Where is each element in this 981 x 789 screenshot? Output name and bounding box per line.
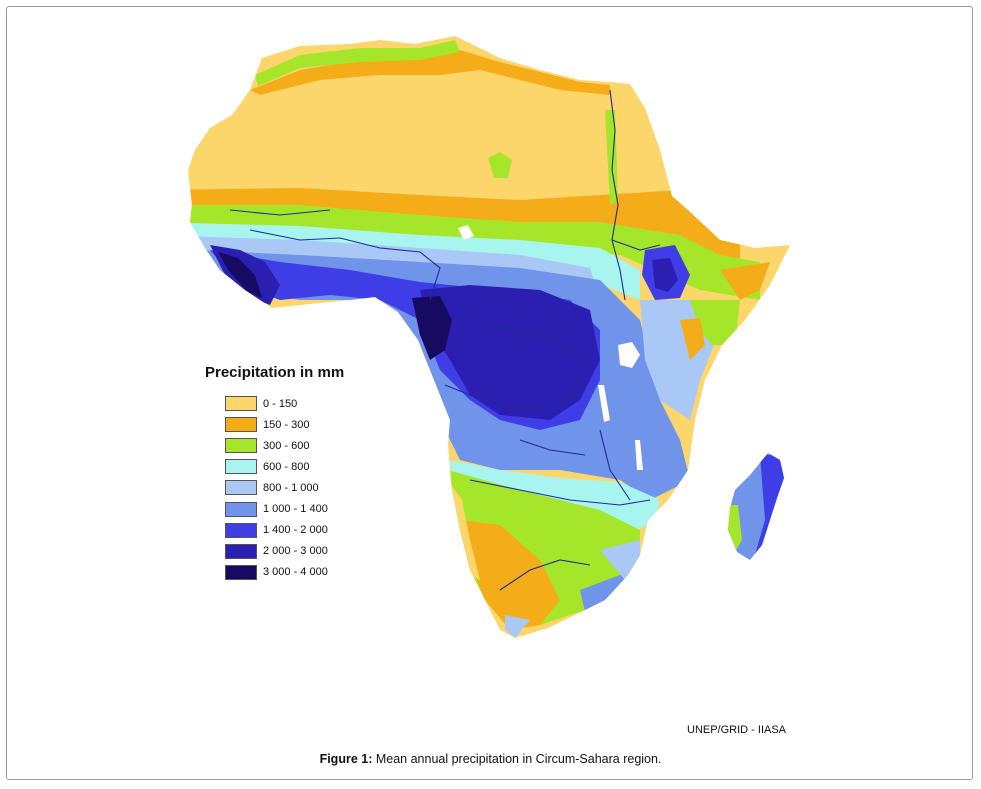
legend-label: 600 - 800	[263, 460, 310, 473]
orange-river	[499, 559, 591, 591]
legend-label: 300 - 600	[263, 439, 310, 452]
nile-river	[609, 89, 626, 301]
legend-item: 2 000 - 3 000	[205, 541, 375, 562]
caption-label: Figure 1:	[319, 752, 373, 766]
lake-victoria	[618, 342, 640, 368]
legend-swatch	[225, 459, 257, 475]
map-legend: Precipitation in mm 0 - 150 150 - 300 300 …	[205, 364, 375, 583]
figure-caption: Figure 1: Mean annual precipitation in C…	[0, 752, 981, 766]
lake-chad	[458, 225, 474, 240]
legend-item: 0 - 150	[205, 393, 375, 414]
legend-item: 600 - 800	[205, 456, 375, 477]
zambezi-river	[469, 479, 651, 506]
legend-item: 800 - 1 000	[205, 477, 375, 498]
legend-swatch	[225, 564, 257, 580]
lake-tanganyika	[598, 385, 610, 422]
rivers	[229, 89, 661, 591]
source-credit: UNEP/GRID - IIASA	[687, 724, 787, 736]
legend-label: 1 400 - 2 000	[263, 524, 328, 537]
legend-swatch	[225, 438, 257, 454]
legend-swatch	[225, 396, 257, 412]
niger-river	[249, 229, 441, 301]
caption-text: Mean annual precipitation in Circum-Saha…	[372, 752, 662, 766]
legend-item: 150 - 300	[205, 414, 375, 435]
legend-label: 800 - 1 000	[263, 481, 319, 494]
congo-river	[444, 319, 581, 411]
lakes	[458, 225, 643, 470]
legend-swatch	[225, 522, 257, 538]
legend-swatch	[225, 417, 257, 433]
legend-label: 0 - 150	[263, 397, 298, 410]
legend-swatch	[225, 501, 257, 517]
legend-item: 3 000 - 4 000	[205, 562, 375, 583]
madagascar	[728, 453, 784, 560]
legend-item: 1 400 - 2 000	[205, 520, 375, 541]
legend-item: 300 - 600	[205, 435, 375, 456]
legend-swatch	[225, 480, 257, 496]
legend-label: 2 000 - 3 000	[263, 545, 328, 558]
legend-swatch	[225, 543, 257, 559]
legend-label: 3 000 - 4 000	[263, 566, 328, 579]
legend-label: 150 - 300	[263, 418, 310, 431]
legend-item: 1 000 - 1 400	[205, 498, 375, 519]
legend-label: 1 000 - 1 400	[263, 503, 328, 516]
legend-title: Precipitation in mm	[205, 364, 345, 381]
lake-malawi	[635, 440, 643, 470]
